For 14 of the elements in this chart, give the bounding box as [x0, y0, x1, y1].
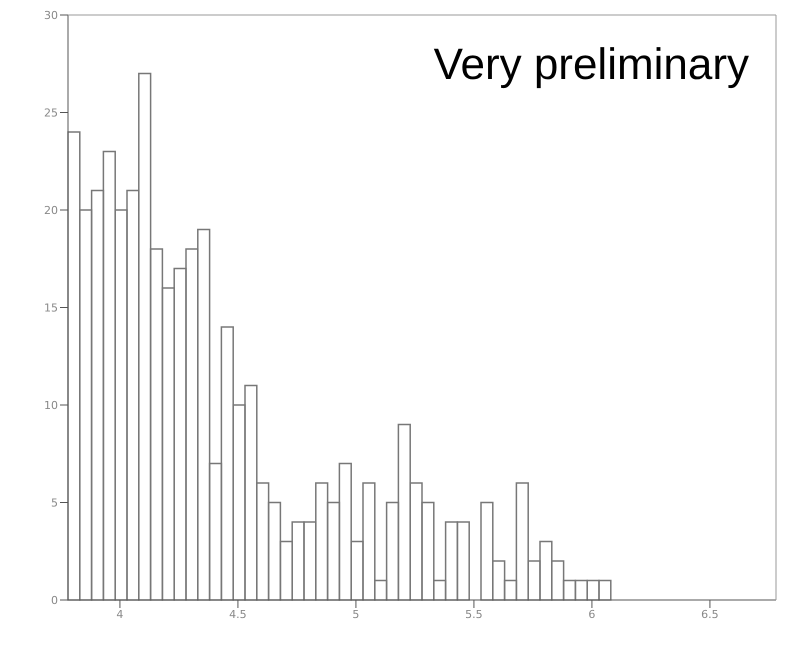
y-tick-label: 10 [44, 398, 58, 412]
y-tick-label: 0 [51, 594, 58, 607]
x-tick-label: 5 [352, 608, 360, 621]
y-tick-label: 15 [44, 301, 58, 314]
y-tick-label: 25 [44, 106, 58, 120]
y-tick-label: 20 [44, 204, 58, 217]
x-tick-label: 4.5 [229, 608, 247, 621]
x-tick-label: 6.5 [701, 608, 719, 621]
annotation: Very preliminary [434, 40, 749, 90]
x-tick-label: 6 [588, 608, 596, 621]
x-tick-label: 4 [116, 608, 124, 621]
x-tick-label: 5.5 [465, 608, 483, 621]
y-tick-label: 5 [51, 496, 58, 510]
y-tick-label: 30 [44, 8, 58, 22]
